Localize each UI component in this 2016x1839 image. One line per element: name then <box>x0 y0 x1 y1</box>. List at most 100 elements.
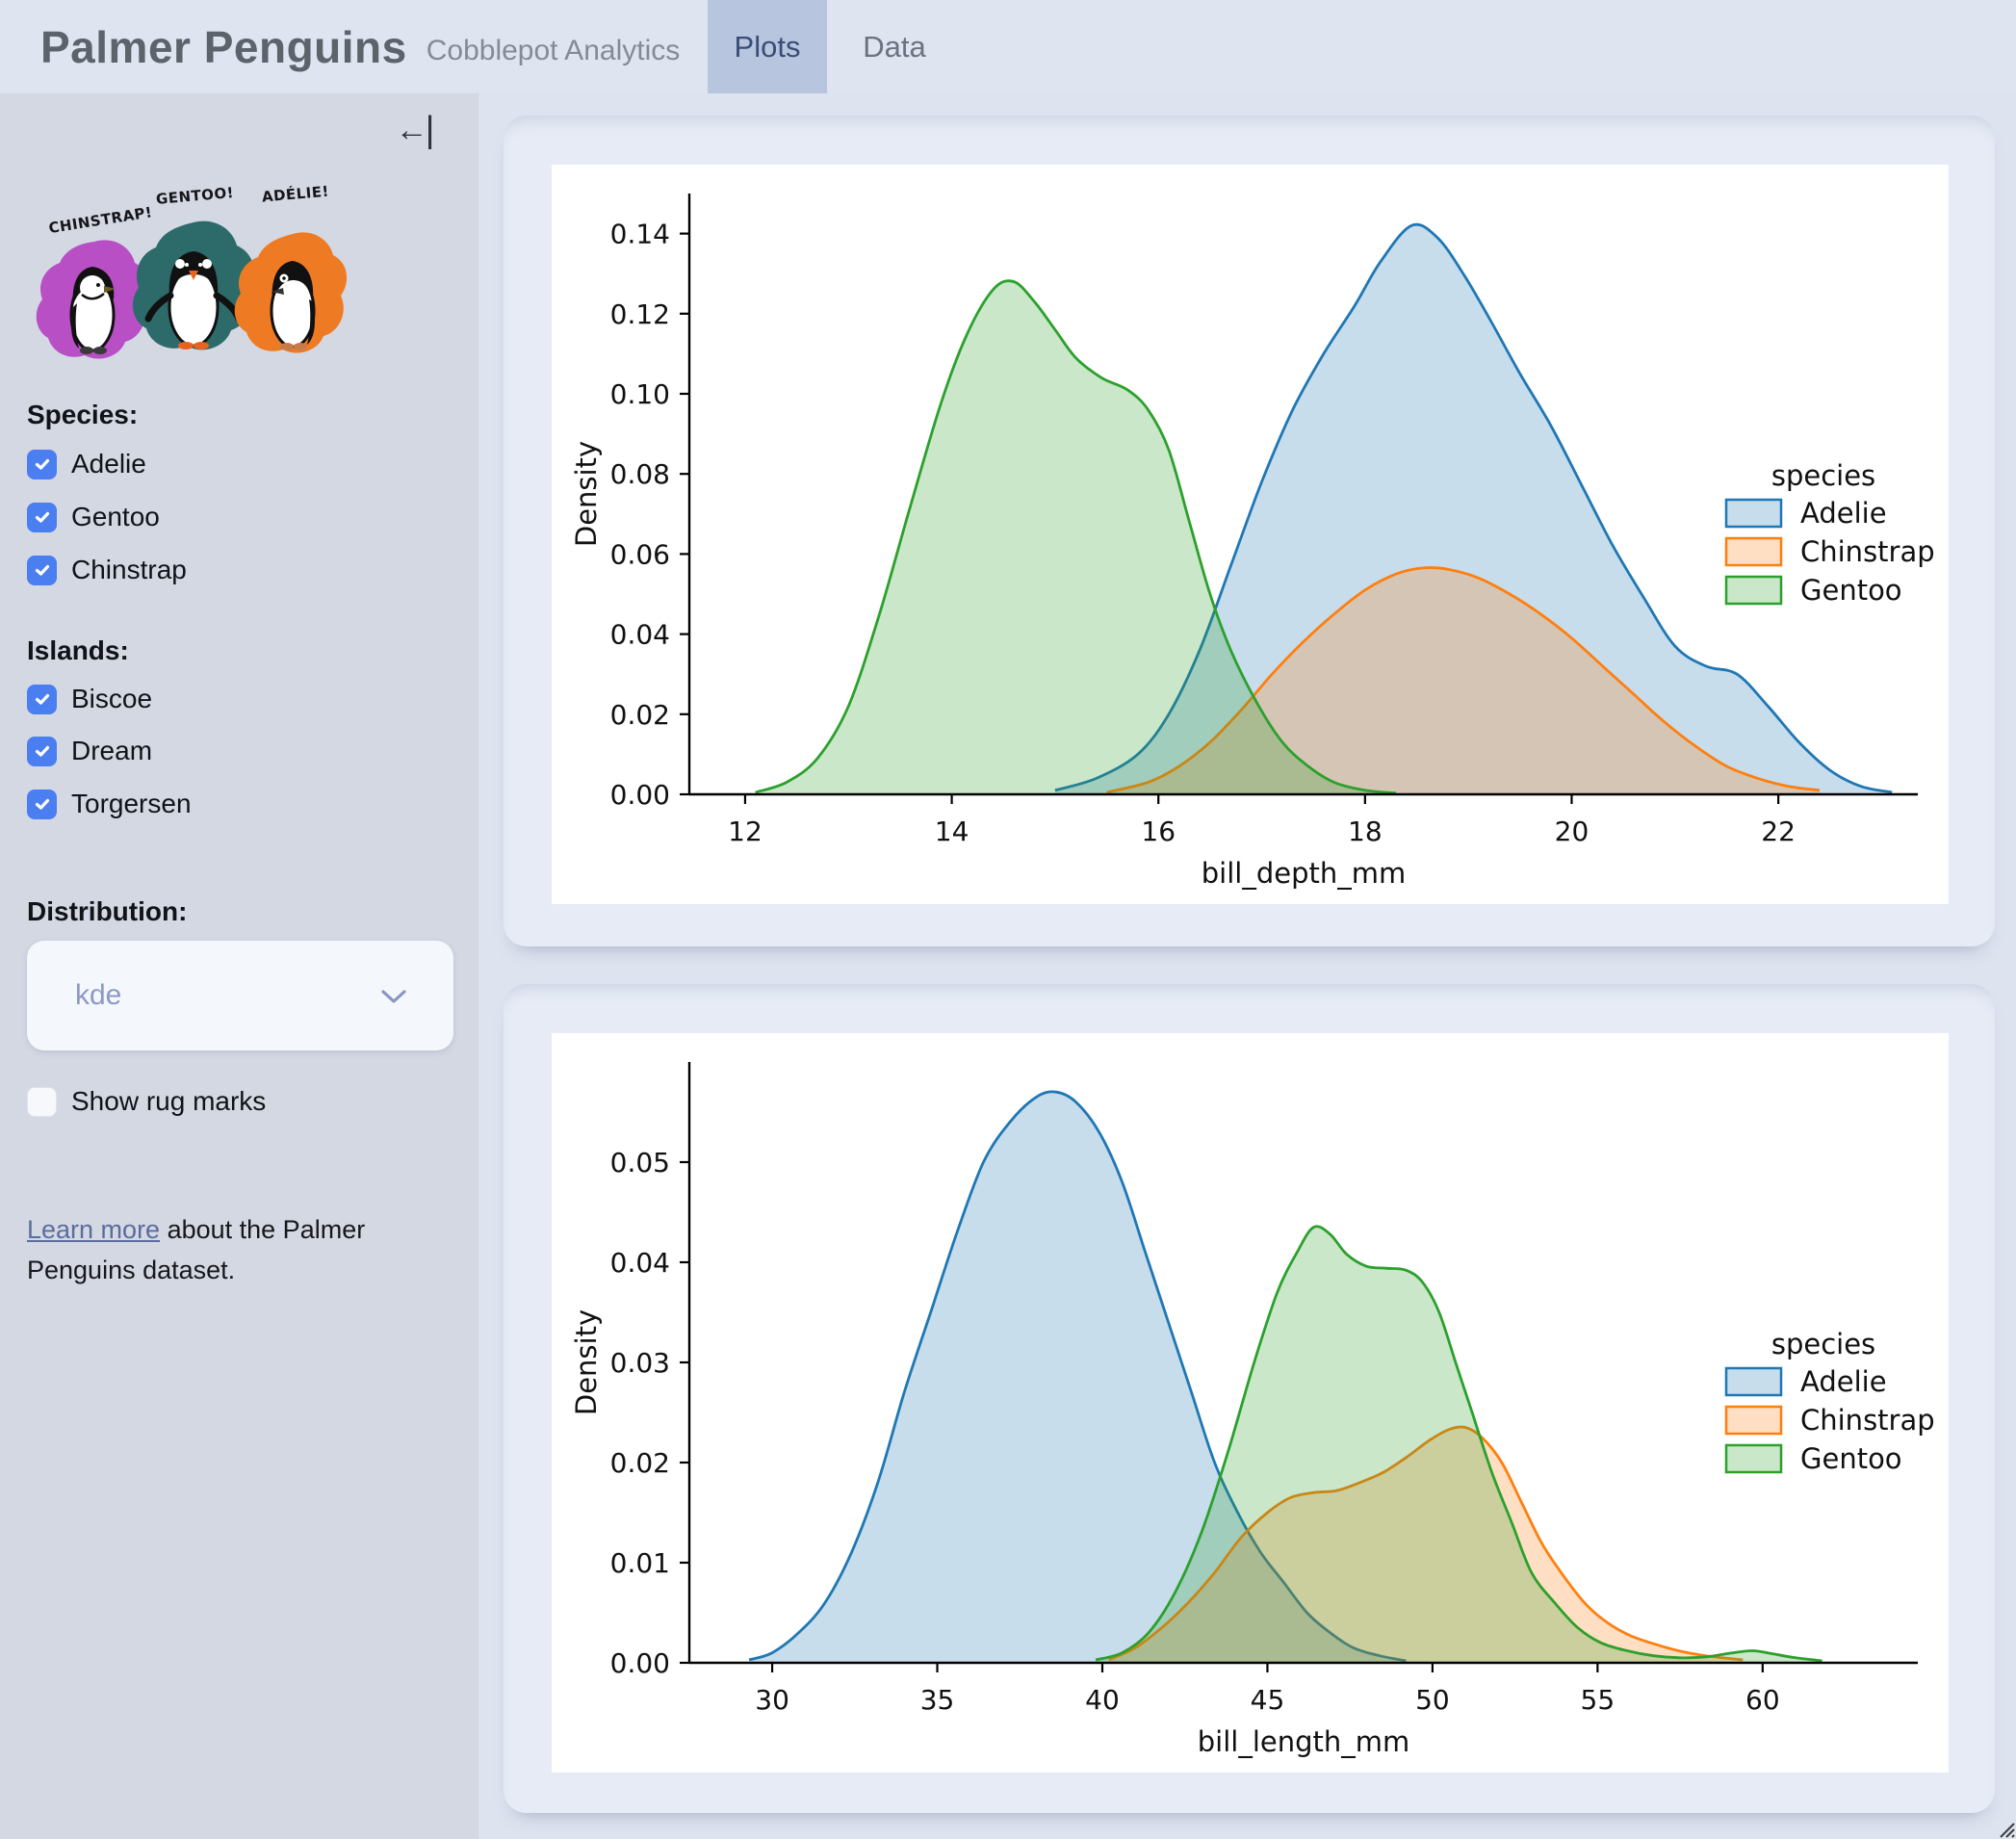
resize-grip[interactable] <box>1996 1819 2015 1838</box>
bill-length-kde-chart: 30 35 40 45 50 55 60 0.00 0.01 0.02 0.03 0.04 0.05 bi… <box>570 1062 1935 1758</box>
x-axis-label: bill_length_mm <box>1198 1725 1410 1758</box>
kde-series-adelie <box>748 1090 1407 1663</box>
kde-series-chinstrap <box>1108 1425 1744 1663</box>
x-axis-label: bill_depth_mm <box>1202 857 1407 890</box>
check-icon <box>35 693 49 705</box>
checkbox-show-rug-marks[interactable]: Show rug marks <box>27 1084 266 1119</box>
kde-fill-gentoo <box>755 280 1396 794</box>
x-tick-label: 50 <box>1415 1684 1450 1716</box>
legend-label-gentoo: Gentoo <box>1800 1442 1902 1475</box>
kde-fill-adelie <box>749 1091 1407 1663</box>
check-icon <box>35 511 49 523</box>
y-tick-label: 0.00 <box>610 779 670 811</box>
x-tick-label: 14 <box>935 816 969 847</box>
checkbox-adelie[interactable]: Adelie <box>27 447 146 481</box>
legend-label-adelie: Adelie <box>1800 497 1887 530</box>
y-tick-label: 0.01 <box>610 1547 670 1579</box>
legend-swatch-gentoo <box>1724 575 1783 606</box>
legend-title: species <box>1771 1328 1875 1360</box>
kde-line-chinstrap <box>1108 1425 1744 1662</box>
kde-fill-adelie <box>1054 224 1893 794</box>
kde-fill-chinstrap <box>1106 567 1820 794</box>
legend-label-adelie: Adelie <box>1800 1365 1887 1398</box>
check-icon <box>35 798 49 810</box>
x-tick-label: 40 <box>1085 1684 1120 1716</box>
x-tick-label: 16 <box>1141 816 1176 847</box>
checkbox-box <box>27 449 57 479</box>
kde-line-gentoo <box>755 279 1397 795</box>
y-tick-label: 0.00 <box>610 1647 670 1679</box>
legend-swatch-chinstrap <box>1724 1405 1783 1436</box>
species-group-label: Species: <box>27 400 139 429</box>
kde-fill-gentoo <box>1096 1226 1822 1663</box>
chinstrap-art-label: CHINSTRAP! <box>47 203 153 237</box>
page-subtitle: Cobblepot Analytics <box>426 34 681 66</box>
distribution-group-label: Distribution: <box>27 896 188 926</box>
distribution-select[interactable]: kde <box>27 941 453 1050</box>
x-tick-label: 60 <box>1745 1684 1780 1716</box>
checkbox-box <box>27 684 57 714</box>
legend-title: species <box>1771 459 1875 492</box>
bill-depth-figure: 12 14 16 18 20 22 0.00 0.02 0.04 0.06 0.08 0.10 0.12… <box>552 165 1949 904</box>
y-axis-label: Density <box>570 441 603 547</box>
y-tick-label: 0.12 <box>610 298 670 330</box>
app-header: Palmer Penguins Cobblepot Analytics Plot… <box>0 0 2016 93</box>
y-tick-label: 0.04 <box>610 1247 670 1279</box>
kde-line-gentoo <box>1095 1225 1822 1663</box>
bill-depth-kde-chart: 12 14 16 18 20 22 0.00 0.02 0.04 0.06 0.08 0.10 0.12… <box>570 194 1935 890</box>
checkbox-box <box>27 1086 57 1117</box>
kde-line-adelie <box>748 1090 1407 1663</box>
y-tick-label: 0.10 <box>610 378 670 410</box>
x-tick-label: 22 <box>1761 816 1796 847</box>
checkbox-box <box>27 555 57 585</box>
x-tick-label: 18 <box>1348 816 1383 847</box>
y-axis-label: Density <box>570 1309 603 1415</box>
checkbox-dream[interactable]: Dream <box>27 734 152 768</box>
bill-depth-card: 12 14 16 18 20 22 0.00 0.02 0.04 0.06 0.08 0.10 0.12… <box>504 116 1995 946</box>
x-tick-label: 30 <box>755 1684 789 1716</box>
y-tick-label: 0.03 <box>610 1347 670 1379</box>
adelie-art-label: ADÉLIE! <box>261 182 329 206</box>
checkbox-torgersen[interactable]: Torgersen <box>27 787 192 821</box>
distribution-select-value: kde <box>75 979 122 1011</box>
checkbox-box <box>27 789 57 819</box>
legend-label-chinstrap: Chinstrap <box>1800 1404 1935 1437</box>
legend-swatch-adelie <box>1724 1366 1783 1397</box>
bill-length-figure: 30 35 40 45 50 55 60 0.00 0.01 0.02 0.03 0.04 0.05 bi… <box>552 1033 1949 1773</box>
y-tick-label: 0.08 <box>610 458 670 490</box>
checkbox-chinstrap[interactable]: Chinstrap <box>27 553 187 587</box>
kde-series-gentoo <box>755 279 1397 795</box>
kde-series-gentoo <box>1095 1225 1822 1663</box>
collapse-arrow-icon: ← <box>395 111 428 148</box>
x-tick-label: 45 <box>1251 1684 1285 1716</box>
checkbox-biscoe[interactable]: Biscoe <box>27 682 152 716</box>
legend-swatch-chinstrap <box>1724 536 1783 567</box>
penguins-artwork: CHINSTRAP! GENTOO! <box>36 182 348 359</box>
learn-more-link[interactable]: Learn more <box>27 1215 161 1244</box>
sidebar-collapse-button[interactable]: ← | <box>390 107 440 153</box>
y-tick-label: 0.05 <box>610 1147 670 1179</box>
legend-swatch-adelie <box>1724 498 1783 529</box>
checkbox-box <box>27 502 57 532</box>
checkbox-box <box>27 736 57 766</box>
y-tick-label: 0.04 <box>610 619 670 651</box>
checkbox-gentoo[interactable]: Gentoo <box>27 500 160 534</box>
check-icon <box>35 745 49 757</box>
islands-group-label: Islands: <box>27 635 129 665</box>
bill-length-card: 30 35 40 45 50 55 60 0.00 0.01 0.02 0.03 0.04 0.05 bi… <box>504 984 1995 1813</box>
x-tick-label: 12 <box>728 816 762 847</box>
chinstrap-penguin-art: CHINSTRAP! <box>36 203 154 359</box>
collapse-bar-icon: | <box>425 109 435 150</box>
y-tick-label: 0.02 <box>610 699 670 731</box>
y-tick-label: 0.02 <box>610 1447 670 1479</box>
adelie-penguin-art: ADÉLIE! <box>234 182 348 353</box>
x-tick-label: 20 <box>1555 816 1590 847</box>
x-tick-label: 55 <box>1581 1684 1615 1716</box>
page-title: Palmer Penguins <box>40 21 407 72</box>
gentoo-art-label: GENTOO! <box>155 184 234 208</box>
y-tick-label: 0.06 <box>610 538 670 570</box>
kde-line-chinstrap <box>1106 566 1821 794</box>
tab-data[interactable]: Data <box>863 29 926 64</box>
tab-plots[interactable]: Plots <box>708 0 827 93</box>
